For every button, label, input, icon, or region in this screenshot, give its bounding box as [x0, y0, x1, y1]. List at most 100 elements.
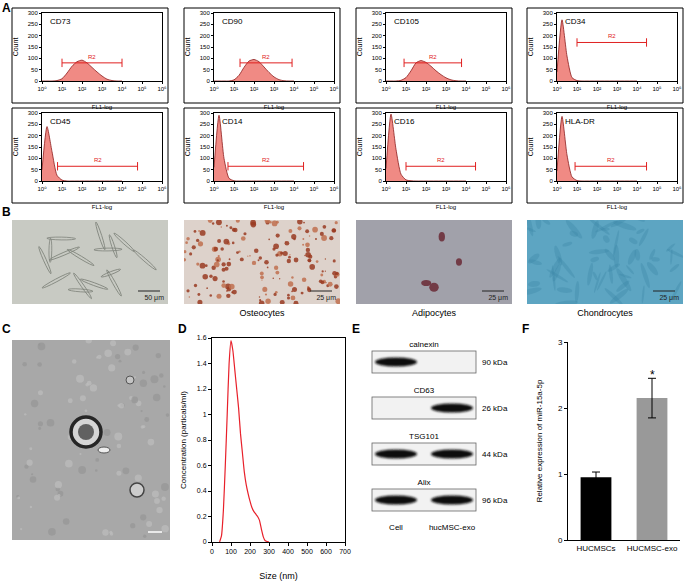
- svg-text:R2: R2: [607, 157, 615, 163]
- svg-text:E: E: [352, 322, 360, 336]
- svg-text:10⁵: 10⁵: [309, 186, 319, 192]
- svg-text:10⁵: 10⁵: [137, 86, 147, 92]
- svg-text:150: 150: [200, 44, 211, 50]
- svg-text:10¹: 10¹: [58, 186, 67, 192]
- svg-text:300: 300: [543, 110, 554, 116]
- svg-text:A: A: [2, 1, 11, 15]
- svg-text:FL1-log: FL1-log: [607, 104, 627, 110]
- svg-text:50: 50: [31, 67, 38, 73]
- svg-text:250: 250: [543, 21, 554, 27]
- svg-text:1: 1: [558, 470, 563, 479]
- svg-text:10³: 10³: [98, 86, 107, 92]
- svg-text:hucMSC-exo: hucMSC-exo: [429, 523, 476, 532]
- svg-text:1.2: 1.2: [197, 385, 207, 392]
- svg-text:0.4: 0.4: [197, 487, 207, 494]
- svg-text:R2: R2: [429, 54, 437, 60]
- svg-text:10¹: 10¹: [402, 86, 411, 92]
- svg-text:25 μm: 25 μm: [316, 294, 336, 302]
- svg-text:1: 1: [203, 411, 207, 418]
- svg-text:10⁰: 10⁰: [209, 186, 219, 192]
- svg-text:0.8: 0.8: [197, 436, 207, 443]
- svg-text:100: 100: [372, 55, 383, 61]
- svg-text:10³: 10³: [442, 86, 451, 92]
- svg-text:0: 0: [378, 178, 382, 184]
- svg-text:250: 250: [28, 121, 39, 127]
- svg-text:0: 0: [378, 78, 382, 84]
- svg-text:50: 50: [203, 67, 210, 73]
- svg-text:1.4: 1.4: [197, 360, 207, 367]
- svg-text:FL1-log: FL1-log: [92, 104, 112, 110]
- svg-text:26 kDa: 26 kDa: [482, 404, 508, 413]
- svg-text:10⁵: 10⁵: [481, 86, 491, 92]
- svg-text:Count: Count: [12, 138, 19, 157]
- svg-text:200: 200: [244, 548, 256, 555]
- svg-text:Size (nm): Size (nm): [259, 571, 298, 581]
- svg-text:HLA-DR: HLA-DR: [565, 117, 595, 126]
- svg-text:300: 300: [28, 10, 39, 16]
- svg-text:10¹: 10¹: [230, 86, 239, 92]
- svg-text:10¹: 10¹: [573, 86, 582, 92]
- svg-text:0: 0: [549, 78, 553, 84]
- svg-text:2: 2: [558, 404, 563, 413]
- svg-text:10⁶: 10⁶: [672, 86, 682, 92]
- svg-text:150: 150: [372, 144, 383, 150]
- svg-text:200: 200: [28, 133, 39, 139]
- svg-text:150: 150: [543, 144, 554, 150]
- svg-text:500: 500: [301, 548, 313, 555]
- svg-text:300: 300: [543, 10, 554, 16]
- svg-text:100: 100: [543, 55, 554, 61]
- svg-text:R2: R2: [88, 54, 96, 60]
- svg-text:10⁴: 10⁴: [461, 186, 471, 192]
- svg-text:FL1-log: FL1-log: [436, 204, 456, 210]
- svg-text:100: 100: [372, 155, 383, 161]
- svg-text:R2: R2: [437, 157, 445, 163]
- svg-text:10⁴: 10⁴: [461, 86, 471, 92]
- svg-text:150: 150: [372, 44, 383, 50]
- svg-text:300: 300: [372, 10, 383, 16]
- svg-text:10⁵: 10⁵: [481, 186, 491, 192]
- svg-text:250: 250: [372, 121, 383, 127]
- svg-text:10⁶: 10⁶: [157, 86, 167, 92]
- svg-text:0: 0: [558, 536, 563, 545]
- svg-text:0: 0: [34, 78, 38, 84]
- svg-text:200: 200: [543, 133, 554, 139]
- svg-text:R2: R2: [608, 33, 616, 39]
- svg-text:FL1-log: FL1-log: [607, 204, 627, 210]
- svg-text:Count: Count: [356, 38, 363, 57]
- svg-text:FL1-log: FL1-log: [92, 204, 112, 210]
- svg-text:Relative expression of miR-15a: Relative expression of miR-15a-5p: [535, 379, 544, 502]
- svg-text:10¹: 10¹: [58, 86, 67, 92]
- svg-text:10⁰: 10⁰: [381, 186, 391, 192]
- svg-text:300: 300: [200, 110, 211, 116]
- svg-text:10⁶: 10⁶: [501, 86, 511, 92]
- svg-text:10³: 10³: [270, 186, 279, 192]
- svg-text:10²: 10²: [422, 86, 431, 92]
- svg-text:1.6: 1.6: [197, 334, 207, 341]
- svg-text:50: 50: [546, 167, 553, 173]
- svg-text:250: 250: [200, 21, 211, 27]
- svg-text:HUCMSC-exo: HUCMSC-exo: [627, 544, 678, 553]
- svg-text:50: 50: [375, 167, 382, 173]
- svg-text:200: 200: [28, 33, 39, 39]
- svg-text:F: F: [522, 322, 529, 336]
- svg-text:10⁰: 10⁰: [209, 86, 219, 92]
- svg-text:150: 150: [28, 44, 39, 50]
- svg-text:10³: 10³: [98, 186, 107, 192]
- svg-text:*: *: [650, 368, 655, 382]
- svg-text:0.6: 0.6: [197, 462, 207, 469]
- svg-text:Count: Count: [184, 38, 191, 57]
- svg-text:10¹: 10¹: [573, 186, 582, 192]
- svg-text:D: D: [178, 322, 187, 336]
- svg-text:Count: Count: [527, 38, 534, 57]
- svg-text:Concentration (particals/ml): Concentration (particals/ml): [179, 391, 188, 489]
- svg-text:10⁰: 10⁰: [37, 186, 47, 192]
- svg-text:10⁶: 10⁶: [501, 186, 511, 192]
- svg-text:10⁴: 10⁴: [632, 186, 642, 192]
- svg-text:44 kDa: 44 kDa: [482, 450, 508, 459]
- svg-text:CD90: CD90: [222, 17, 243, 26]
- svg-text:B: B: [2, 205, 11, 219]
- svg-text:10¹: 10¹: [402, 186, 411, 192]
- svg-text:0: 0: [206, 178, 210, 184]
- svg-text:Alix: Alix: [418, 478, 431, 487]
- svg-text:FL1-log: FL1-log: [264, 204, 284, 210]
